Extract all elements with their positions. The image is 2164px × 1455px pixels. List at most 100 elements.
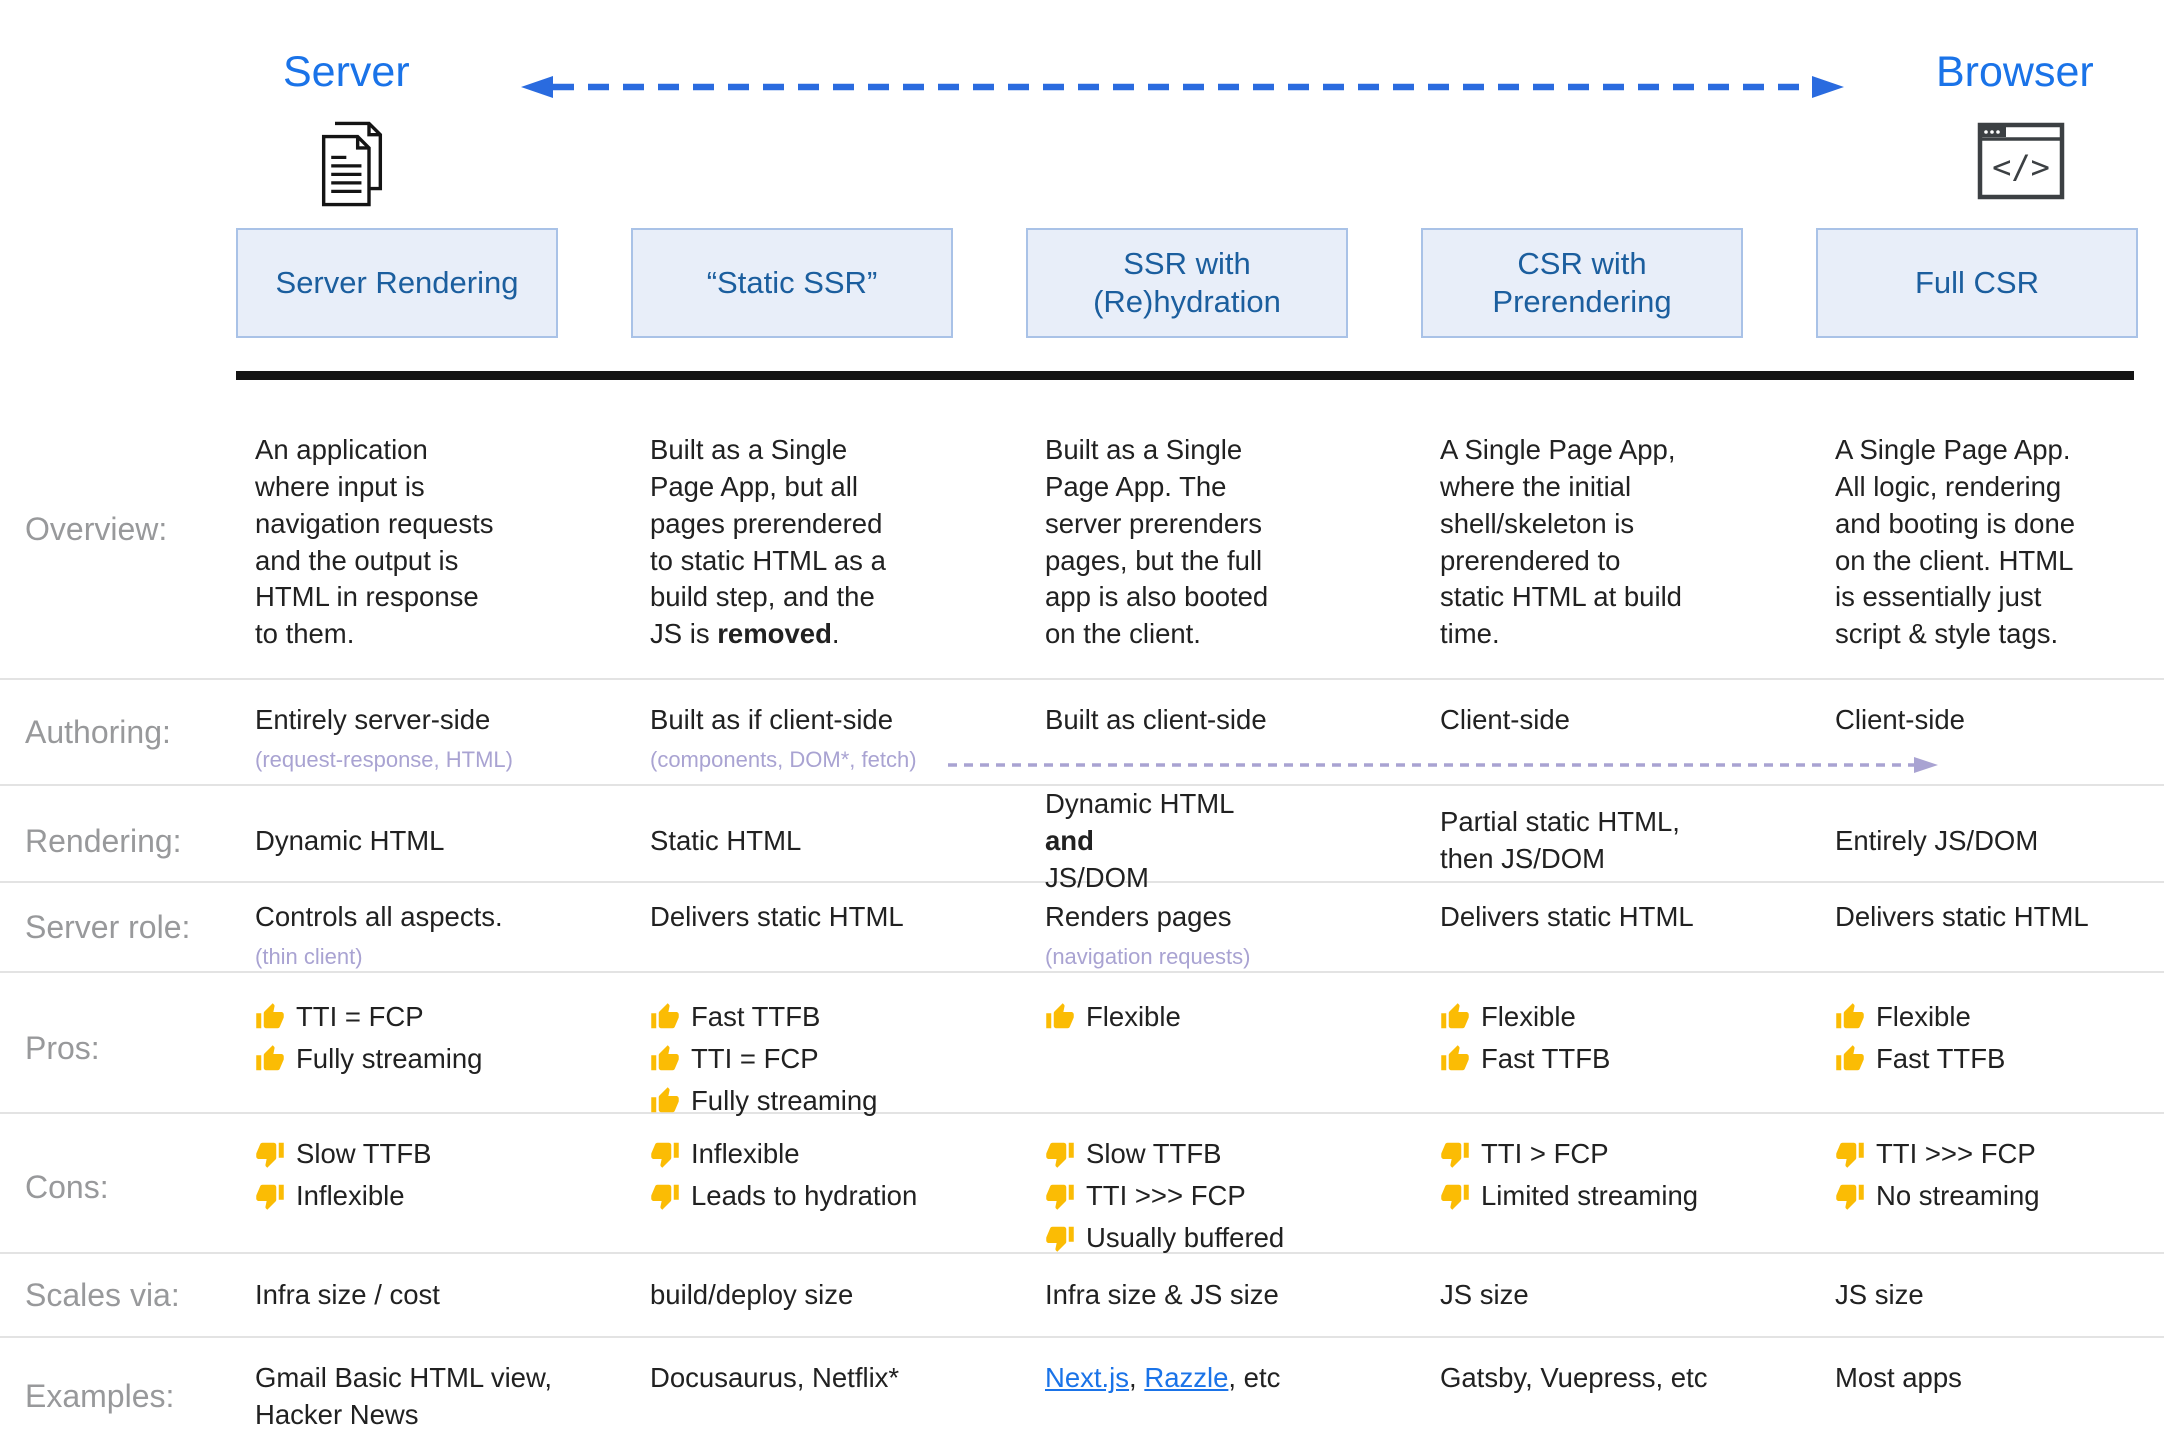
thumbs-up-icon	[1441, 1003, 1469, 1029]
examples-cell: Docusaurus, Netflix*	[650, 1362, 900, 1393]
pro-item: Fully streaming	[650, 1083, 986, 1120]
svg-text:</>: </>	[1992, 148, 2050, 186]
server-role-cell: Delivers static HTML	[1816, 883, 2164, 971]
pro-text: TTI = FCP	[296, 1001, 424, 1032]
pro-text: TTI = FCP	[691, 1042, 819, 1074]
authoring-cell: Built as client-side	[1026, 680, 1421, 784]
con-text: Slow TTFB	[1086, 1138, 1222, 1169]
authoring-main: Entirely server-side	[255, 704, 491, 735]
thumbs-down-icon	[1046, 1143, 1074, 1169]
row-label-authoring: Authoring:	[25, 713, 171, 750]
pro-text: Fast TTFB	[691, 1001, 821, 1032]
black-rule	[236, 371, 2134, 380]
thumbs-down-icon	[1441, 1143, 1469, 1169]
pro-item: Fast TTFB	[1440, 1041, 1776, 1078]
row-label-scales-via: Scales via:	[25, 1276, 180, 1313]
examples-cell: Most apps	[1835, 1362, 1962, 1393]
pros-cell: TTI = FCP Fully streaming	[236, 973, 631, 1125]
con-item: TTI >>> FCP	[1835, 1136, 2124, 1173]
overview-row: Overview: An application where input is …	[0, 380, 2164, 680]
cons-row: Cons: Slow TTFB Inflexible Inflexible Le…	[0, 1114, 2164, 1254]
thumbs-up-icon	[1836, 1003, 1864, 1029]
authoring-cell: Client-side	[1816, 680, 2164, 784]
document-pages-icon	[321, 121, 383, 207]
con-item: Limited streaming	[1440, 1178, 1776, 1215]
overview-cell: Built as a Single Page App. The server p…	[1045, 434, 1269, 650]
rendering-cell: Partial static HTML, then JS/DOM	[1440, 806, 1680, 875]
cons-cell: Slow TTFB TTI >>> FCP Usually buffered	[1026, 1114, 1421, 1262]
pro-text: Fast TTFB	[1876, 1042, 2006, 1074]
scales-cell: Infra size / cost	[255, 1278, 440, 1310]
rendering-row: Rendering: Dynamic HTML Static HTML Dyna…	[0, 786, 2164, 893]
row-label-server-role: Server role:	[25, 908, 191, 945]
scales-via-row: Scales via: Infra size / cost build/depl…	[0, 1254, 2164, 1338]
pro-text: Fully streaming	[691, 1084, 878, 1116]
con-text: No streaming	[1876, 1179, 2040, 1211]
con-item: TTI >>> FCP	[1045, 1178, 1381, 1215]
con-text: TTI > FCP	[1481, 1138, 1609, 1169]
thumbs-up-icon	[1836, 1045, 1864, 1071]
con-item: Usually buffered	[1045, 1220, 1381, 1257]
pros-cell: Fast TTFB TTI = FCP Fully streaming	[631, 973, 1026, 1125]
con-item: Slow TTFB	[1045, 1136, 1381, 1173]
example-link[interactable]: Razzle	[1144, 1362, 1229, 1393]
authoring-subnote: (request-response, HTML)	[255, 746, 513, 772]
browser-endpoint-label: Browser	[1936, 48, 2094, 96]
server-browser-spectrum-arrow	[521, 76, 1844, 98]
pros-cell: Flexible	[1026, 973, 1421, 1125]
con-text: Limited streaming	[1481, 1179, 1699, 1211]
server-role-main: Controls all aspects.	[255, 901, 503, 932]
thumbs-up-icon	[256, 1003, 284, 1029]
scales-cell: build/deploy size	[650, 1278, 854, 1310]
thumbs-up-icon	[651, 1087, 679, 1113]
server-role-subnote: (navigation requests)	[1045, 943, 1251, 969]
con-text: TTI >>> FCP	[1876, 1138, 2036, 1169]
thumbs-down-icon	[1836, 1185, 1864, 1211]
server-role-subnote: (thin client)	[255, 943, 363, 969]
con-text: Leads to hydration	[691, 1179, 918, 1211]
con-item: Inflexible	[650, 1136, 986, 1173]
server-role-main: Renders pages	[1045, 901, 1232, 932]
pro-text: Fast TTFB	[1481, 1042, 1611, 1074]
con-text: Inflexible	[691, 1138, 800, 1169]
con-item: Slow TTFB	[255, 1136, 591, 1173]
pro-item: TTI = FCP	[650, 1041, 986, 1078]
con-item: TTI > FCP	[1440, 1136, 1776, 1173]
pro-item: TTI = FCP	[255, 999, 591, 1036]
pro-text: Flexible	[1876, 1001, 1971, 1032]
authoring-main: Built as client-side	[1045, 704, 1267, 735]
thumbs-down-icon	[1836, 1143, 1864, 1169]
example-link[interactable]: Next.js	[1045, 1362, 1130, 1393]
thumbs-down-icon	[256, 1185, 284, 1211]
pro-item: Fully streaming	[255, 1041, 591, 1078]
con-item: Leads to hydration	[650, 1178, 986, 1215]
overview-cell: Built as a Single Page App, but all page…	[650, 434, 886, 650]
thumbs-down-icon	[1046, 1185, 1074, 1211]
rendering-cell: Entirely JS/DOM	[1835, 824, 2039, 856]
column-header-server-rendering: Server Rendering	[236, 228, 558, 338]
column-header-full-csr: Full CSR	[1816, 228, 2138, 338]
row-label-cons: Cons:	[25, 1169, 109, 1206]
thumbs-down-icon	[651, 1185, 679, 1211]
thumbs-up-icon	[651, 1045, 679, 1071]
authoring-cell: Client-side	[1421, 680, 1816, 784]
browser-window-icon: </>	[1977, 122, 2065, 200]
examples-cell: Gatsby, Vuepress, etc	[1440, 1362, 1708, 1393]
cons-cell: TTI >>> FCP No streaming	[1816, 1114, 2164, 1262]
authoring-main: Built as if client-side	[650, 704, 894, 735]
examples-row: Examples: Gmail Basic HTML view, Hacker …	[0, 1338, 2164, 1455]
row-label-overview: Overview:	[25, 510, 168, 547]
row-label-examples: Examples:	[25, 1378, 175, 1414]
row-label-rendering: Rendering:	[25, 822, 182, 859]
column-header-ssr-rehydration: SSR with (Re)hydration	[1026, 228, 1348, 338]
rendering-cell: Dynamic HTML	[255, 824, 445, 856]
server-endpoint-label: Server	[283, 48, 410, 96]
examples-cell: Gmail Basic HTML view, Hacker News	[255, 1362, 552, 1430]
thumbs-up-icon	[651, 1003, 679, 1029]
authoring-main: Client-side	[1440, 704, 1570, 735]
con-text: TTI >>> FCP	[1086, 1179, 1246, 1211]
server-role-cell: Delivers static HTML	[1421, 883, 1816, 971]
authoring-cell: Built as if client-side (components, DOM…	[631, 680, 1026, 784]
thumbs-down-icon	[1441, 1185, 1469, 1211]
